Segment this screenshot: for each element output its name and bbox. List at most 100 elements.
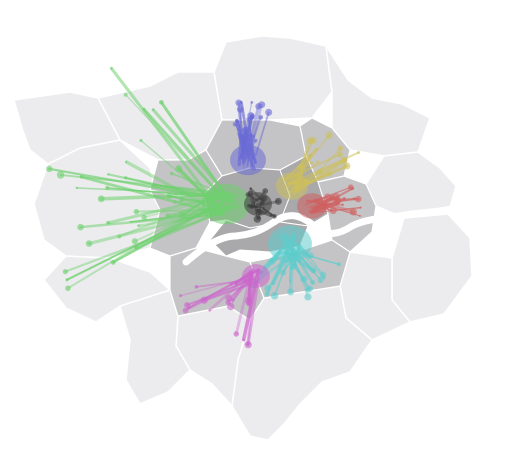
- flow-endpoint-east: [352, 197, 356, 201]
- flow-endpoint-west: [179, 197, 185, 203]
- flow-endpoint-west: [107, 173, 110, 176]
- flow-line-west: [66, 191, 228, 290]
- flow-line-north-east: [284, 151, 360, 187]
- flow-endpoint-west: [65, 278, 69, 282]
- flow-endpoint-west: [125, 160, 128, 164]
- flow-endpoint-south: [310, 280, 316, 286]
- flow-endpoint-west: [139, 138, 143, 143]
- flow-endpoint-south: [317, 276, 324, 284]
- flow-line-west: [179, 198, 219, 212]
- flow-endpoint-west: [46, 165, 53, 173]
- flow-endpoint-north: [258, 114, 264, 120]
- flow-endpoint-north: [253, 138, 258, 143]
- flow-endpoint-east: [358, 214, 362, 217]
- flow-line-south: [289, 246, 315, 285]
- flow-line-west: [165, 204, 234, 218]
- flow-endpoint-east: [359, 206, 362, 209]
- flow-endpoint-south-west: [194, 285, 199, 289]
- flow-endpoint-south: [304, 293, 312, 301]
- flow-endpoint-north-east: [317, 168, 324, 175]
- flow-endpoint-west: [97, 195, 105, 203]
- flow-line-north: [237, 101, 245, 166]
- flow-endpoint-south-west: [231, 298, 235, 302]
- flow-line-west: [79, 212, 223, 229]
- flow-endpoint-south-west: [242, 338, 245, 341]
- flow-endpoint-south: [270, 291, 279, 300]
- flow-endpoint-north: [237, 132, 241, 136]
- flow-endpoint-north-east: [299, 163, 305, 169]
- flow-line-south-west: [241, 268, 261, 342]
- flow-endpoint-north: [265, 108, 273, 116]
- flow-endpoint-south: [288, 280, 292, 283]
- flow-line-north: [240, 114, 254, 157]
- flow-line-south: [292, 242, 326, 279]
- flow-line-west: [79, 175, 224, 216]
- flow-endpoint-south: [304, 287, 311, 293]
- flow-endpoint-central: [259, 200, 265, 206]
- flow-endpoint-south-west: [240, 277, 244, 281]
- flow-endpoint-central: [272, 214, 277, 219]
- flow-endpoint-north-east: [310, 137, 317, 144]
- flow-line-north: [246, 135, 254, 166]
- flow-endpoint-south: [268, 257, 276, 265]
- flow-endpoint-central: [247, 190, 254, 196]
- flow-endpoint-north: [250, 100, 254, 104]
- flow-endpoint-north: [235, 119, 239, 123]
- flow-endpoint-south-west: [225, 299, 232, 306]
- flow-line-west: [99, 192, 227, 201]
- flow-line-west: [48, 167, 237, 204]
- flow-endpoint-south: [288, 259, 291, 263]
- flow-cluster-north-east: [276, 131, 360, 200]
- flow-line-central: [250, 190, 266, 207]
- flow-endpoint-south: [289, 263, 297, 270]
- flow-endpoint-north: [240, 134, 243, 137]
- borough-north: [213, 35, 333, 121]
- flow-line-south-west: [195, 278, 257, 288]
- flow-line-north-east: [295, 164, 304, 193]
- flow-cluster-north: [230, 99, 273, 176]
- flow-endpoint-west: [137, 224, 141, 228]
- flow-line-west: [137, 212, 226, 227]
- flow-endpoint-north-east: [342, 162, 351, 170]
- borough-north-west-edge: [13, 91, 122, 165]
- flow-endpoint-west: [75, 186, 79, 190]
- flow-endpoint-south-west: [182, 307, 189, 314]
- flow-line-north-east: [292, 164, 301, 196]
- flow-endpoint-west: [65, 285, 71, 292]
- flow-line-west: [118, 197, 217, 238]
- flow-line-north-east: [287, 162, 312, 182]
- flow-line-south: [281, 232, 309, 255]
- flow-endpoint-west: [150, 184, 153, 188]
- flow-endpoint-south-west: [179, 294, 183, 298]
- flow-endpoint-central: [274, 197, 282, 205]
- flow-endpoint-central: [249, 187, 253, 190]
- flow-endpoint-north-east: [357, 151, 360, 154]
- flow-line-south: [271, 233, 297, 286]
- flow-endpoint-north-east: [316, 160, 320, 164]
- flow-line-north: [244, 104, 261, 160]
- flow-line-south-west: [231, 276, 252, 302]
- flow-endpoint-north: [251, 134, 256, 139]
- flow-line-south: [298, 243, 324, 276]
- flow-endpoint-west: [133, 208, 140, 215]
- flow-endpoint-west: [110, 259, 116, 265]
- flow-endpoint-west: [124, 176, 128, 180]
- flow-line-north: [244, 115, 254, 163]
- flow-line-east: [313, 206, 362, 214]
- flow-line-north-east: [283, 153, 341, 182]
- flow-line-north: [238, 133, 245, 170]
- flow-endpoint-east: [337, 202, 340, 205]
- flow-endpoint-north: [246, 117, 251, 122]
- flow-line-east: [310, 201, 340, 215]
- flow-cluster-west: [46, 66, 250, 292]
- flow-endpoint-south-west: [225, 294, 233, 302]
- flow-endpoint-west: [169, 171, 174, 176]
- flow-endpoint-north-east: [314, 147, 318, 151]
- flow-endpoint-north-east: [340, 156, 347, 164]
- flow-line-east: [306, 199, 361, 217]
- flow-endpoint-south-west: [244, 340, 252, 349]
- flow-endpoint-south: [319, 271, 327, 279]
- flow-line-west: [109, 66, 225, 217]
- flow-endpoint-west: [117, 234, 122, 239]
- flow-endpoint-west: [56, 171, 65, 179]
